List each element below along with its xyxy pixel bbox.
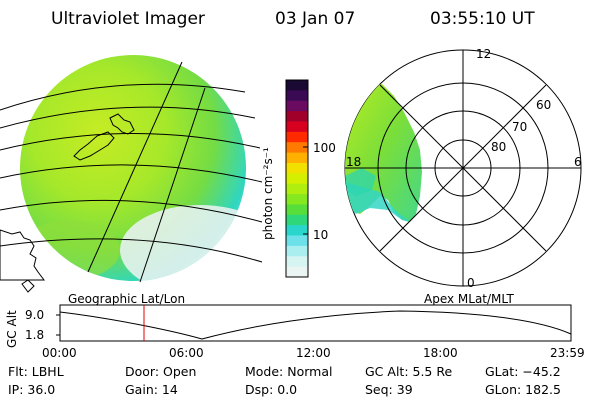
info-glon: GLon: 182.5 <box>485 382 561 397</box>
instrument-title: Ultraviolet Imager <box>51 9 205 29</box>
mlt-label-6: 6 <box>574 155 582 169</box>
colorbar-band <box>286 121 308 133</box>
info-filter: Flt: LBHL <box>8 364 64 379</box>
colorbar-band <box>286 245 308 257</box>
colorbar-band <box>286 204 308 216</box>
colorbar-unit-label: photon cm⁻²s⁻¹ <box>261 147 275 240</box>
colorbar-band <box>286 266 308 278</box>
latlon-grid <box>0 61 263 283</box>
colorbar-band <box>286 131 308 143</box>
colorbar-band <box>286 214 308 226</box>
apex-mlat-mlt-label: Apex MLat/MLT <box>424 292 514 306</box>
info-door: Door: Open <box>125 364 197 379</box>
info-glat: GLat: −45.2 <box>485 364 561 379</box>
geo-latlon-label: Geographic Lat/Lon <box>68 292 186 306</box>
dim-region <box>120 205 246 281</box>
colorbar-band <box>286 235 308 247</box>
time-label: 03:55:10 UT <box>430 9 535 29</box>
colorbar-label-10: 10 <box>313 228 329 242</box>
mlt-label-12: 12 <box>476 47 492 61</box>
polar-plot <box>344 49 582 287</box>
colorbar <box>286 80 308 278</box>
colorbar-band <box>286 162 308 174</box>
colorbar-band <box>286 142 308 154</box>
mlat-label-70: 70 <box>512 120 528 134</box>
colorbar-label-100: 100 <box>313 141 336 155</box>
colorbar-band <box>286 225 308 237</box>
x-tick-0000: 00:00 <box>42 346 77 360</box>
altitude-plot <box>56 304 572 342</box>
date-label: 03 Jan 07 <box>275 9 356 29</box>
y-tick-label-9: 9.0 <box>25 308 45 322</box>
colorbar-band <box>286 256 308 268</box>
auroral-low <box>345 168 376 196</box>
mlat-label-60: 60 <box>536 98 552 112</box>
geographic-image <box>0 55 263 293</box>
x-tick-0600: 06:00 <box>169 346 204 360</box>
mlat-label-80: 80 <box>491 140 507 154</box>
info-mode: Mode: Normal <box>245 364 333 379</box>
info-dsp: Dsp: 0.0 <box>245 382 298 397</box>
x-tick-2359: 23:59 <box>550 346 585 360</box>
x-tick-1200: 12:00 <box>296 346 331 360</box>
info-gc-alt: GC Alt: 5.5 Re <box>365 364 453 379</box>
polar-grid <box>345 50 581 286</box>
colorbar-frame <box>285 79 309 278</box>
new-zealand-coastline <box>73 113 135 161</box>
colorbar-band <box>286 152 308 164</box>
colorbar-band <box>286 111 308 122</box>
x-tick-1800: 18:00 <box>423 346 458 360</box>
info-gain: Gain: 14 <box>125 382 178 397</box>
colorbar-band <box>286 194 308 205</box>
altitude-frame <box>59 304 572 342</box>
colorbar-band <box>286 183 308 195</box>
colorbar-band <box>286 80 308 91</box>
colorbar-band <box>286 100 308 112</box>
info-ip: IP: 36.0 <box>8 382 56 397</box>
colorbar-band <box>286 173 308 185</box>
tasmania-coastline <box>21 279 35 293</box>
y-tick-label-1-8: 1.8 <box>25 328 45 342</box>
info-seq: Seq: 39 <box>365 382 413 397</box>
bright-region <box>20 220 120 280</box>
australia-coastline <box>0 229 45 281</box>
mlt-label-18: 18 <box>346 155 362 169</box>
gc-alt-axis-label: GC Alt <box>5 310 19 348</box>
mlt-label-0: 0 <box>467 276 475 290</box>
colorbar-band <box>286 90 308 102</box>
